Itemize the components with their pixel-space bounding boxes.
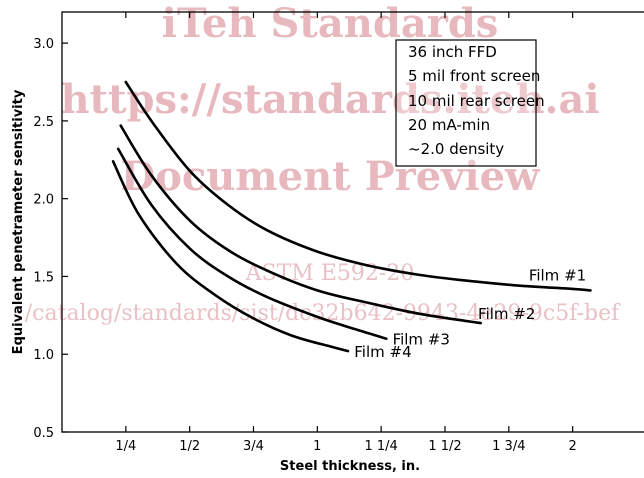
series-label-film-3: Film #3: [393, 331, 450, 349]
watermark-catalog: /catalog/standards/sist/dc32b642-9943-4e…: [25, 301, 621, 326]
plot-frame: [61, 11, 644, 433]
series-line-film-1: [124, 80, 592, 292]
watermark: iTeh Standards https://standards.iteh.ai…: [25, 0, 621, 326]
watermark-standard: ASTM E592-20: [245, 261, 415, 286]
x-tick-label: 1 3/4: [492, 439, 525, 454]
info-line-exposure: 20 mA-min: [408, 116, 490, 134]
info-line-ffd: 36 inch FFD: [408, 43, 497, 61]
watermark-url: https://standards.iteh.ai: [60, 76, 599, 123]
info-box-border: [395, 39, 537, 167]
axis-titles: Steel thickness, in. Equivalent penetram…: [11, 89, 420, 474]
series-line-film-2: [119, 124, 482, 325]
x-tick-label: 1: [313, 439, 321, 454]
info-line-rear-screen: 10 mil rear screen: [408, 92, 545, 110]
series-label-film-4: Film #4: [354, 343, 411, 361]
y-tick-label: 2.5: [33, 115, 54, 130]
y-axis-title: Equivalent penetrameter sensitivity: [11, 89, 26, 354]
plot-area-border: [61, 11, 644, 433]
watermark-subtitle: Document Preview: [121, 153, 542, 200]
y-tick-label: 1.5: [33, 270, 54, 285]
x-tick-label: 1/2: [179, 439, 200, 454]
axes: 0.5 1.0 1.5 2.0 2.5 3.0 1/4 1/2 3/4 1 1 1/4 1 1/2 1 …: [33, 12, 577, 454]
x-tick-label: 2: [568, 439, 576, 454]
y-tick-label: 0.5: [33, 426, 54, 441]
x-tick-label: 1 1/4: [364, 439, 397, 454]
series-label-film-1: Film #1: [529, 266, 586, 284]
x-axis-title: Steel thickness, in.: [280, 459, 420, 474]
y-tick-label: 1.0: [33, 348, 54, 363]
x-tick-label: 1 1/2: [428, 439, 461, 454]
x-tick-label: 3/4: [243, 439, 264, 454]
info-box: 36 inch FFD 5 mil front screen 10 mil re…: [395, 39, 545, 167]
series-label-film-2: Film #2: [478, 305, 535, 323]
y-tick-label: 3.0: [33, 37, 54, 52]
info-line-density: ~2.0 density: [408, 140, 504, 158]
watermark-title: iTeh Standards: [162, 0, 499, 47]
series-line-film-3: [116, 147, 388, 340]
series-line-film-4: [111, 160, 350, 353]
x-tick-label: 1/4: [115, 439, 136, 454]
info-line-front-screen: 5 mil front screen: [408, 67, 540, 85]
y-tick-label: 2.0: [33, 193, 54, 208]
